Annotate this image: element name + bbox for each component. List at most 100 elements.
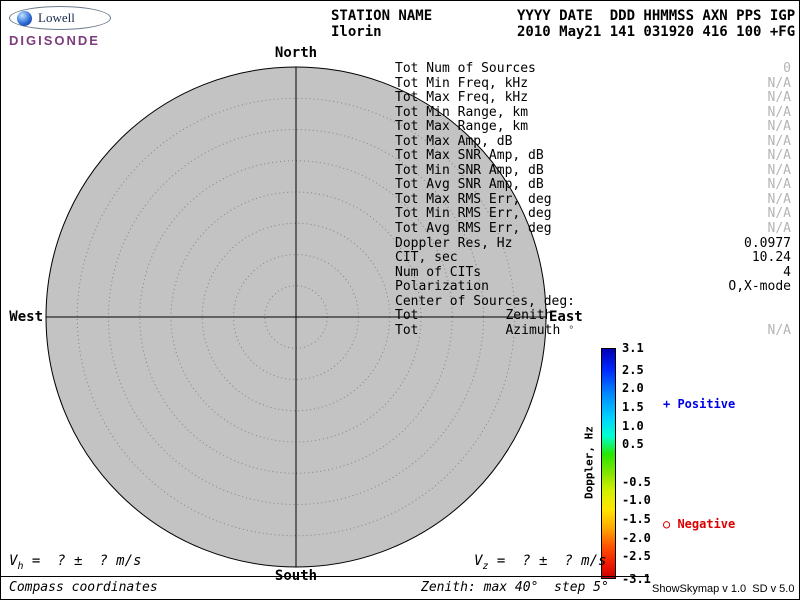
colorbar-tick-label: -2.5 — [622, 549, 651, 564]
globe-icon — [17, 10, 32, 26]
vh-var: V — [9, 553, 18, 569]
stat-label: Tot Min Freq, kHz — [395, 75, 529, 91]
vz-readout: Vz = ? ± ? m/s — [474, 553, 606, 572]
stat-row: Tot Max RMS Err, deg N/A — [395, 191, 791, 208]
stat-value: N/A — [767, 133, 791, 149]
stat-label: Center of Sources, deg: — [395, 293, 576, 309]
colorbar-tick-label: -1.5 — [622, 511, 651, 526]
stat-value: O,X-mode — [728, 279, 791, 295]
stat-sublabel: Azimuth — [505, 322, 561, 338]
stat-value: N/A — [767, 206, 791, 222]
stat-row: Center of Sources, deg: — [395, 293, 791, 310]
colorbar-tick-label: -0.5 — [622, 474, 651, 489]
skymap-plot — [45, 66, 547, 568]
header-fields-value: 2010 May21 141 031920 416 100 +FG — [517, 24, 796, 40]
stats-panel: Tot Num of Sources 0 Tot Min Freq, kHz N… — [395, 61, 791, 339]
footer-divider — [1, 576, 649, 577]
version-text: ShowSkymap v 1.0 SD v 5.0 — [652, 583, 795, 595]
stat-row: Doppler Res, Hz 0.0977 — [395, 235, 791, 252]
station-name-value: Ilorin — [331, 24, 382, 40]
stat-label: Tot — [395, 308, 419, 324]
stat-value: N/A — [767, 191, 791, 207]
vh-sub: h — [17, 560, 24, 572]
stat-value: 10.24 — [751, 250, 791, 266]
logo-product-text: DIGISONDE — [9, 33, 100, 48]
stat-symbol: ° — [568, 324, 575, 336]
compass-label-west: West — [9, 309, 43, 325]
stat-value: N/A — [767, 119, 791, 135]
stat-label: Tot Min Range, km — [395, 104, 529, 120]
stat-row: Polarization O,X-mode — [395, 280, 791, 295]
stat-row: Tot Max Amp, dB N/A — [395, 133, 791, 150]
stat-row: CIT, sec 10.24 — [395, 251, 791, 266]
coordinates-note: Compass coordinates — [9, 580, 158, 595]
stat-row: Num of CITs 4 — [395, 264, 791, 281]
stat-row: Tot Zenith — [395, 309, 791, 324]
stat-value: 0.0977 — [744, 235, 791, 251]
stat-label: Tot Max RMS Err, deg — [395, 191, 552, 207]
stat-row: Tot Max Freq, kHz N/A — [395, 91, 791, 106]
positive-legend: + Positive — [663, 397, 736, 411]
stat-label: CIT, sec — [395, 250, 458, 266]
colorbar-axis-title: Doppler, Hz — [582, 426, 596, 499]
stat-label: Tot Avg SNR Amp, dB — [395, 177, 544, 193]
stat-row: Tot Avg RMS Err, deg N/A — [395, 221, 791, 237]
colorbar-tick-label: 1.5 — [622, 400, 644, 415]
stat-row: Tot Max SNR Amp, dB N/A — [395, 149, 791, 164]
stat-value: N/A — [767, 75, 791, 91]
vh-rest: = ? ± ? m/s — [23, 553, 142, 569]
vz-var: V — [474, 553, 483, 569]
stat-label: Tot Max Range, km — [395, 119, 529, 135]
zenith-scale-note: Zenith: max 40° step 5° — [421, 580, 609, 595]
stat-label: Tot — [395, 322, 419, 338]
stat-label: Tot Max SNR Amp, dB — [395, 148, 544, 164]
colorbar-tick-label: -1.0 — [622, 493, 651, 508]
vh-readout: Vh = ? ± ? m/s — [9, 553, 141, 572]
colorbar-tick-label: 2.5 — [622, 362, 644, 377]
stat-row: Tot Min RMS Err, deg N/A — [395, 207, 791, 222]
stat-value: N/A — [767, 148, 791, 164]
stat-row: Tot Max Range, km N/A — [395, 120, 791, 135]
stat-value: 4 — [783, 264, 791, 280]
stat-value: N/A — [767, 221, 791, 237]
stat-label: Tot Num of Sources — [395, 61, 536, 76]
header-fields-label: YYYY DATE DDD HHMMSS AXN PPS IGP — [517, 8, 796, 24]
stat-label: Tot Avg RMS Err, deg — [395, 221, 552, 237]
stat-value: N/A — [767, 177, 791, 193]
vz-rest: = ? ± ? m/s — [488, 553, 607, 569]
stat-label: Tot Min SNR Amp, dB — [395, 162, 544, 178]
stat-row: Tot Avg SNR Amp, dB N/A — [395, 178, 791, 193]
vz-sub: z — [482, 560, 489, 572]
stat-row: Tot Min Range, km N/A — [395, 104, 791, 121]
stat-sublabel: Zenith — [505, 308, 553, 324]
stat-value: 0 — [783, 61, 791, 76]
stat-label: Tot Max Freq, kHz — [395, 90, 529, 106]
compass-label-east: East — [549, 309, 583, 325]
colorbar-tick-label: -3.1 — [622, 571, 651, 586]
lowell-logo-oval: Lowell — [9, 6, 111, 30]
stat-row: Tot Min Freq, kHz N/A — [395, 75, 791, 92]
stat-label: Tot Min RMS Err, deg — [395, 206, 552, 222]
colorbar-tick-label: 3.1 — [622, 340, 644, 355]
logo-brand-text: Lowell — [38, 10, 75, 25]
colorbar-tick-label: -2.0 — [622, 530, 651, 545]
colorbar-tick-label: 0.5 — [622, 437, 644, 452]
stat-row: Tot Azimuth ° N/A — [395, 322, 791, 339]
doppler-colorbar — [601, 348, 616, 579]
stat-value: N/A — [767, 104, 791, 120]
stat-value: N/A — [767, 322, 791, 338]
stat-row: Tot Num of Sources 0 — [395, 61, 791, 77]
stat-label: Tot Max Amp, dB — [395, 133, 513, 149]
colorbar-tick-label: 1.0 — [622, 418, 644, 433]
compass-label-north: North — [274, 45, 318, 61]
lowell-digisonde-logo: Lowell DIGISONDE — [9, 6, 111, 48]
colorbar-tick-label: 2.0 — [622, 381, 644, 396]
stat-value: N/A — [767, 90, 791, 106]
stat-value: N/A — [767, 162, 791, 178]
stat-label: Num of CITs — [395, 264, 482, 280]
stat-label: Doppler Res, Hz — [395, 235, 513, 251]
stat-label: Polarization — [395, 279, 489, 295]
stat-row: Tot Min SNR Amp, dB N/A — [395, 162, 791, 179]
negative-legend: ○ Negative — [663, 517, 736, 531]
